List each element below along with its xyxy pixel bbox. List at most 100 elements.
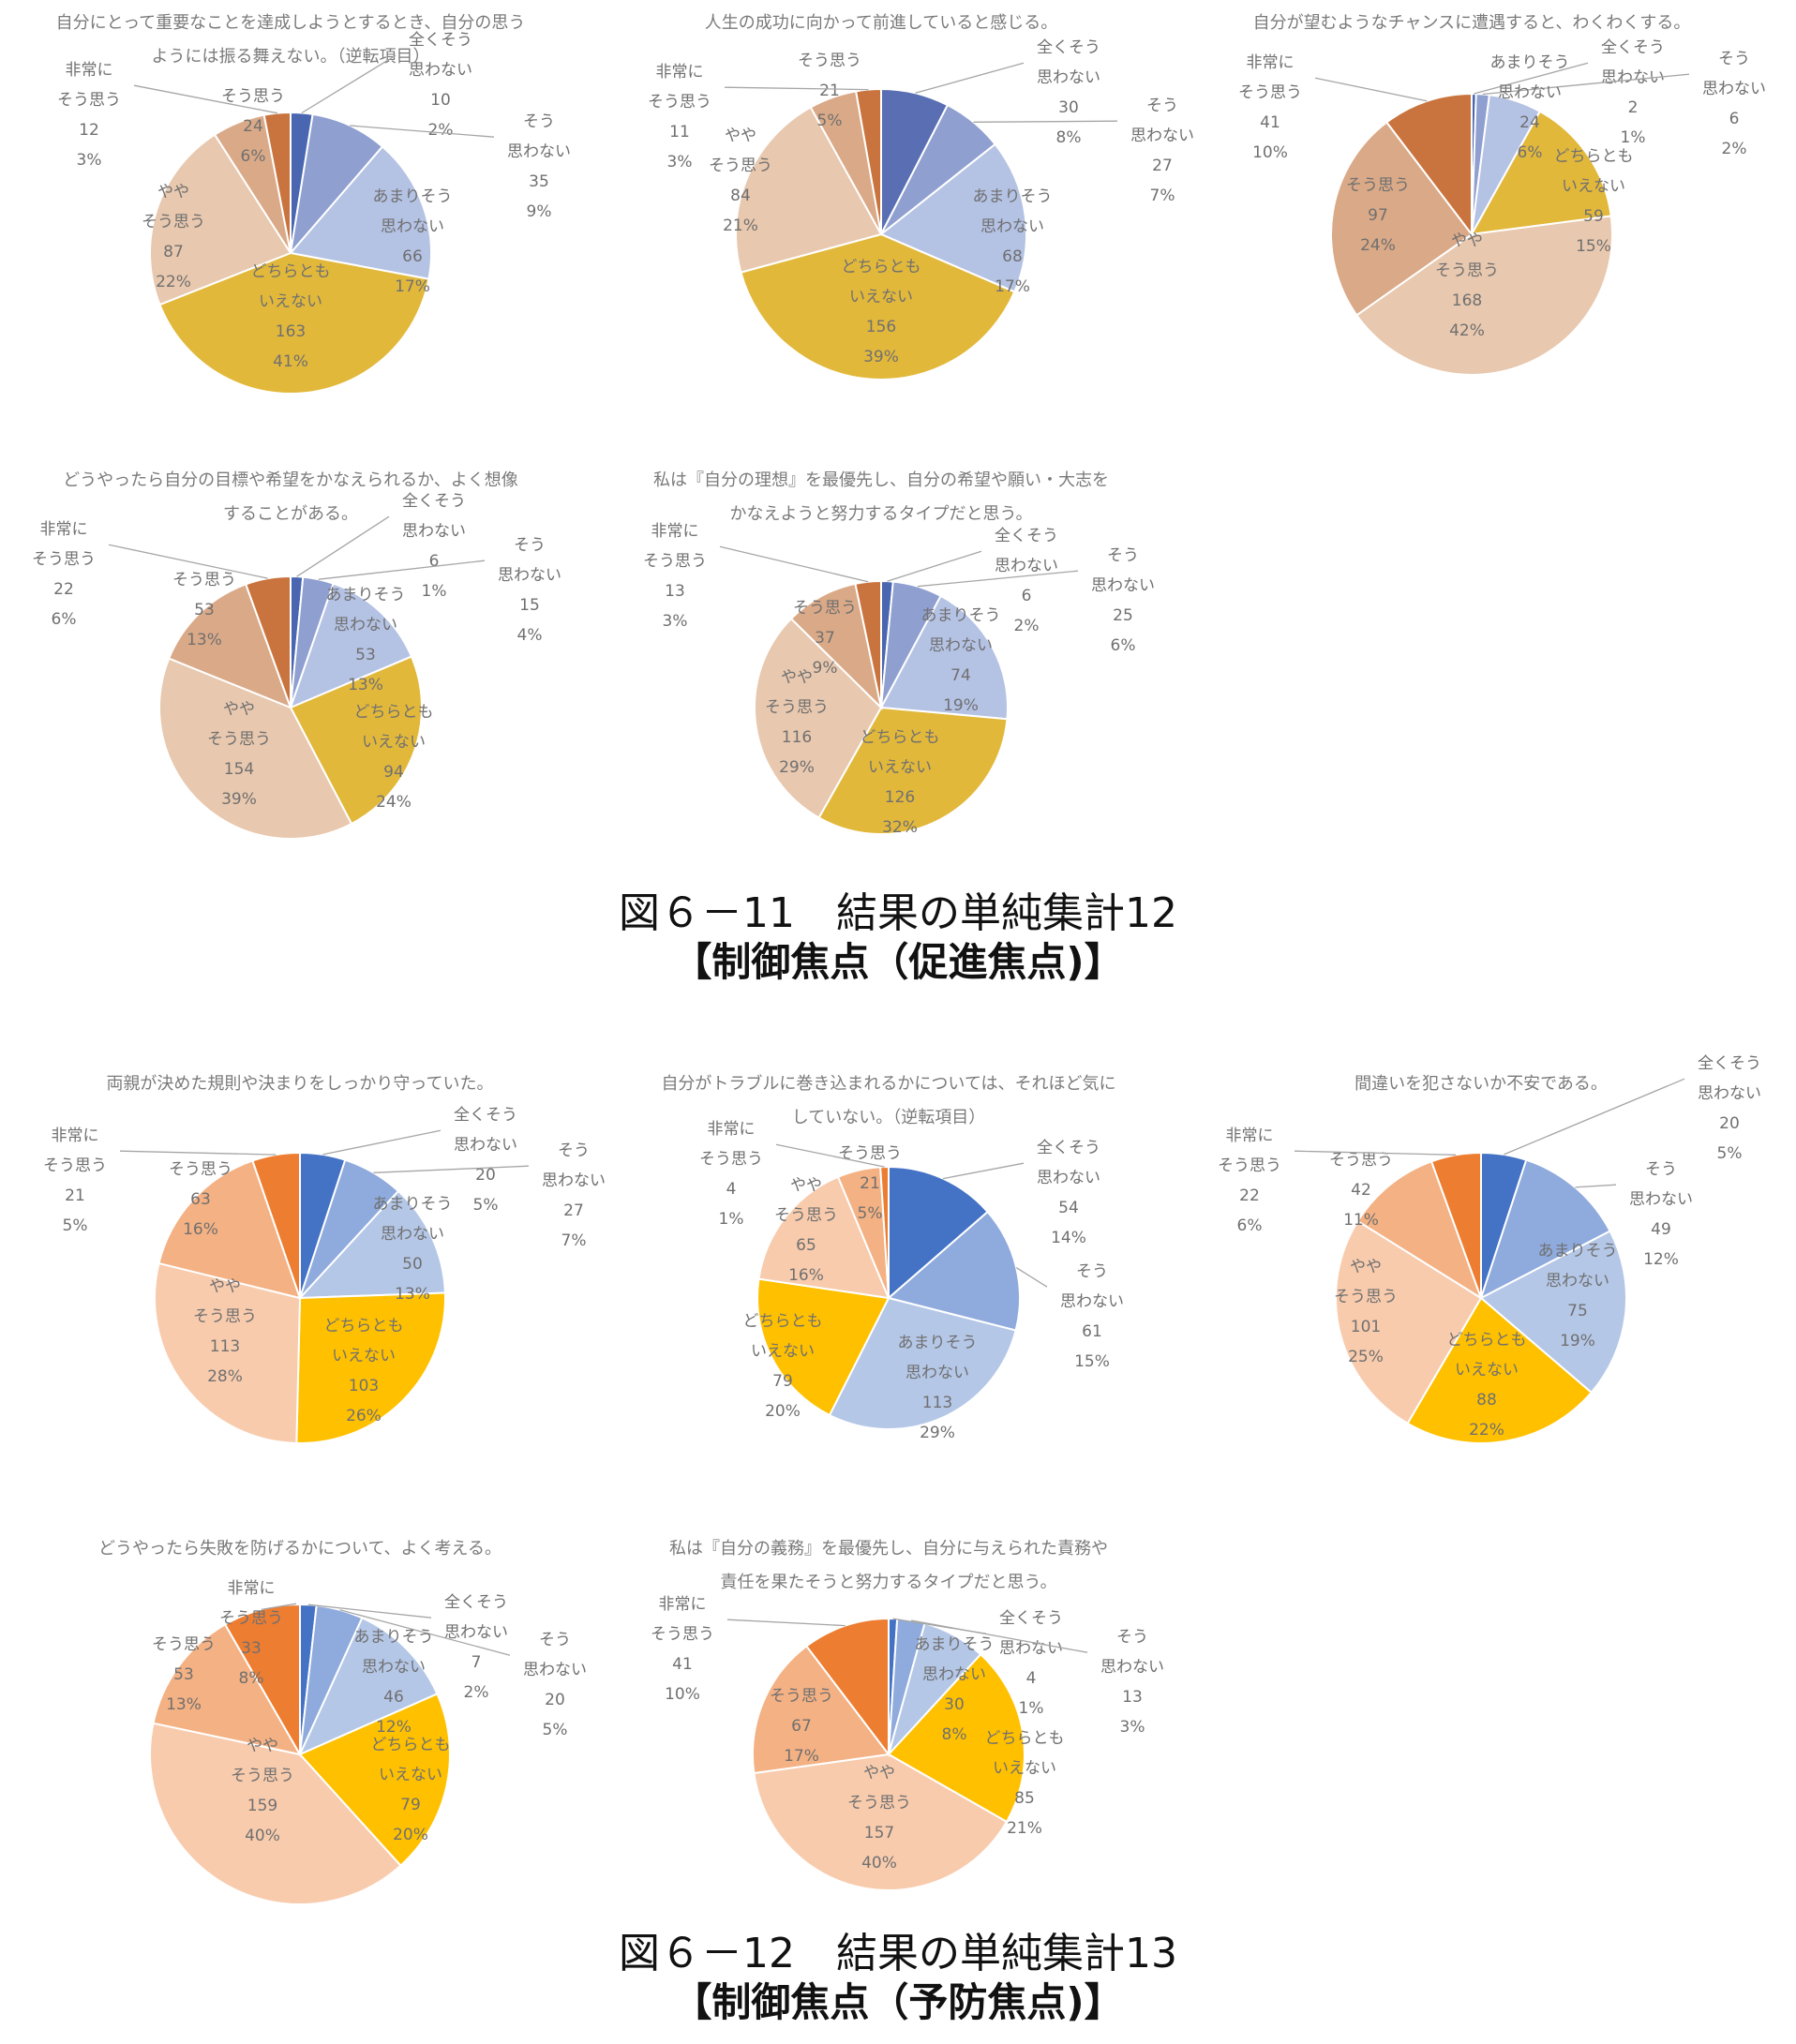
slice-label-text: 1%	[1019, 1699, 1044, 1718]
slice-label-text: 8%	[239, 1669, 264, 1688]
slice-label-text: 53	[194, 601, 215, 619]
slice-label-text: 25%	[1348, 1348, 1384, 1366]
pie-slice-yaya	[149, 133, 292, 306]
slice-label-sou-omou: そう思う 37 9%	[793, 599, 857, 678]
slice-label-text: 61	[1082, 1322, 1102, 1341]
slice-label-sou-omou: そう思う 21 5%	[798, 52, 861, 130]
leader-line	[350, 125, 495, 138]
slice-label-sou-omou: そう思う 53 13%	[152, 1635, 216, 1714]
slice-label-text: 思わない	[523, 1661, 587, 1679]
slice-label-text: 41	[1260, 113, 1280, 132]
slice-label-text: 19%	[1560, 1332, 1595, 1350]
slice-label-text: そう思う	[57, 91, 121, 110]
leader-line	[726, 1619, 846, 1627]
slice-label-text: 8%	[942, 1725, 967, 1744]
leader-line	[108, 544, 268, 579]
slice-label-text: 21	[65, 1186, 85, 1205]
slice-label-text: 2%	[1014, 617, 1040, 635]
slice-label-text: 非常に	[40, 520, 88, 539]
leader-line	[887, 550, 982, 582]
pie-slice-sou-omou	[752, 1645, 891, 1775]
slice-label-text: 12%	[376, 1718, 412, 1737]
pie-slice-sou-omou	[789, 582, 883, 711]
slice-label-text: 思わない	[1100, 1658, 1164, 1677]
slice-label-text: 53	[355, 646, 376, 664]
slice-label-text: やや	[209, 1277, 241, 1296]
leader-line	[301, 54, 397, 114]
slice-label-text: そう思う	[32, 550, 96, 569]
slice-label-text: 10	[430, 91, 451, 110]
slice-label-text: 思わない	[1698, 1084, 1761, 1103]
chart-title: 自分にとって重要なことを達成しようとするとき、自分の思う	[56, 13, 526, 33]
leader-line	[942, 1162, 1025, 1180]
slice-label-text: 21%	[723, 216, 758, 235]
slice-label-text: やや	[1350, 1258, 1382, 1276]
leader-line	[917, 570, 1079, 588]
slice-label-text: そう思う	[648, 93, 711, 112]
slice-label-text: 17%	[784, 1747, 819, 1766]
slice-label-text: 思わない	[1546, 1272, 1609, 1291]
slice-label-text: 思わない	[1060, 1292, 1124, 1311]
slice-label-text: 6%	[1237, 1216, 1263, 1235]
slice-label-text: どちらとも	[861, 728, 940, 747]
slice-label-text: 163	[276, 322, 306, 341]
slice-label-text: 非常に	[228, 1579, 276, 1598]
leader-line	[1504, 1078, 1685, 1156]
slice-label-text: いえない	[259, 292, 322, 311]
slice-label-text: 49	[1651, 1220, 1671, 1239]
slice-label-text: 53	[173, 1665, 194, 1684]
figure-caption-11: 図６－11 結果の単純集計12 【制御焦点（促進焦点)】	[0, 888, 1796, 986]
slice-label-text: 94	[383, 763, 404, 782]
slice-label-text: 思わない	[507, 142, 571, 161]
slice-label-text: 85	[1014, 1789, 1035, 1808]
slice-label-text: 非常に	[52, 1126, 99, 1145]
pie-slice-sou-omou	[157, 1159, 302, 1300]
slice-label-text: 6%	[241, 147, 266, 166]
slice-label-text: そう	[1107, 546, 1139, 565]
slice-label-text: あまりそう	[898, 1334, 978, 1352]
pie-slice-dochira	[1470, 110, 1612, 236]
slice-label-text: そう思う	[152, 1635, 216, 1654]
chart-title: 責任を果たそうと努力するタイプだと思う。	[721, 1573, 1057, 1592]
pie-slice-sou-omowanai	[1479, 1158, 1611, 1301]
slice-label-text: そう思う	[774, 1206, 838, 1225]
slice-label-text: あまりそう	[326, 586, 406, 604]
pie-slice-yaya	[754, 617, 883, 819]
pie-slice-dochira	[1406, 1296, 1594, 1444]
slice-label-text: 74	[950, 666, 971, 685]
slice-label-text: そう思う	[169, 1160, 232, 1179]
slice-label-text: 4	[726, 1180, 737, 1199]
slice-label-text: 33	[241, 1639, 262, 1658]
slice-label-text: 6%	[1518, 143, 1543, 162]
slice-label-text: 30	[1058, 98, 1079, 117]
slice-label-text: 3%	[1120, 1718, 1145, 1737]
slice-label-text: 6%	[1111, 636, 1136, 655]
slice-label-text: 116	[782, 728, 812, 747]
slice-label-text: 15%	[1576, 237, 1611, 256]
slice-label-text: そう思う	[43, 1156, 107, 1175]
slice-label-text: 17%	[995, 277, 1030, 296]
slice-label-text: そう	[1116, 1628, 1148, 1647]
slice-label-text: 41%	[273, 352, 308, 371]
slice-label-sou-omou: そう思う 24 6%	[221, 87, 285, 166]
slice-label-text: 79	[772, 1372, 793, 1391]
slice-label-text: 思わない	[922, 1665, 986, 1684]
slice-label-text: 10%	[1252, 143, 1288, 162]
slice-label-sou-omou: そう思う 97 24%	[1346, 176, 1410, 255]
